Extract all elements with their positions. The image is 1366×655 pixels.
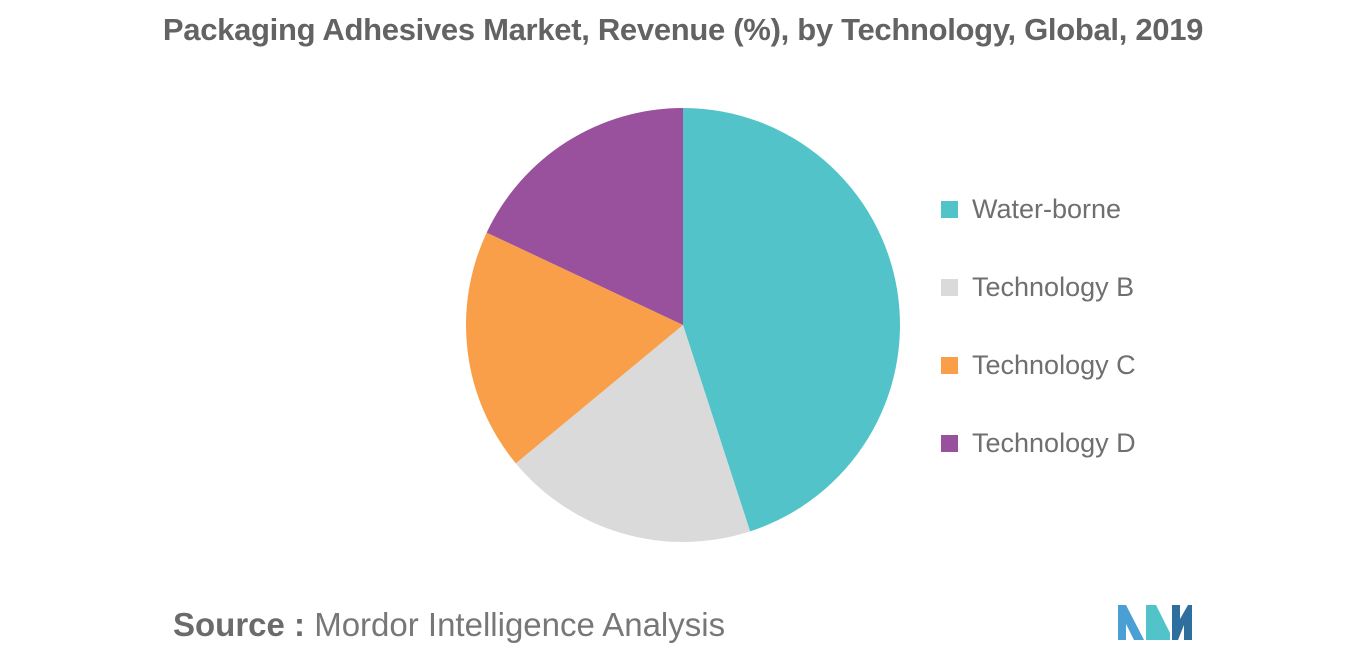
legend-label: Technology D — [972, 428, 1136, 458]
logo-shape-right — [1172, 605, 1192, 640]
legend-item-technology-b: Technology B — [941, 270, 1136, 348]
legend-label: Technology C — [972, 350, 1136, 380]
legend-item-water-borne: Water-borne — [941, 192, 1136, 270]
source-label: Source : — [173, 606, 306, 643]
legend-swatch — [941, 279, 958, 296]
legend-item-technology-c: Technology C — [941, 348, 1136, 426]
legend-swatch — [941, 201, 958, 218]
chart-title: Packaging Adhesives Market, Revenue (%),… — [162, 12, 1204, 47]
source-note: Source : Mordor Intelligence Analysis — [173, 606, 725, 644]
legend-label: Technology B — [972, 272, 1135, 302]
legend-swatch — [941, 357, 958, 374]
pie-slice-technology-c — [466, 232, 683, 464]
mordor-intelligence-logo-icon — [1118, 605, 1192, 640]
legend: Water-borne Technology B Technology C Te… — [941, 192, 1136, 504]
legend-swatch — [941, 435, 958, 452]
pie-slice-water-borne — [683, 108, 900, 532]
pie-slice-technology-b — [515, 325, 751, 542]
source-text: Mordor Intelligence Analysis — [314, 606, 726, 643]
logo-shape-left — [1118, 605, 1144, 640]
pie-slice-technology-d — [486, 108, 683, 325]
legend-item-technology-d: Technology D — [941, 426, 1136, 504]
logo-shape-middle — [1146, 605, 1170, 640]
legend-label: Water-borne — [972, 194, 1122, 224]
